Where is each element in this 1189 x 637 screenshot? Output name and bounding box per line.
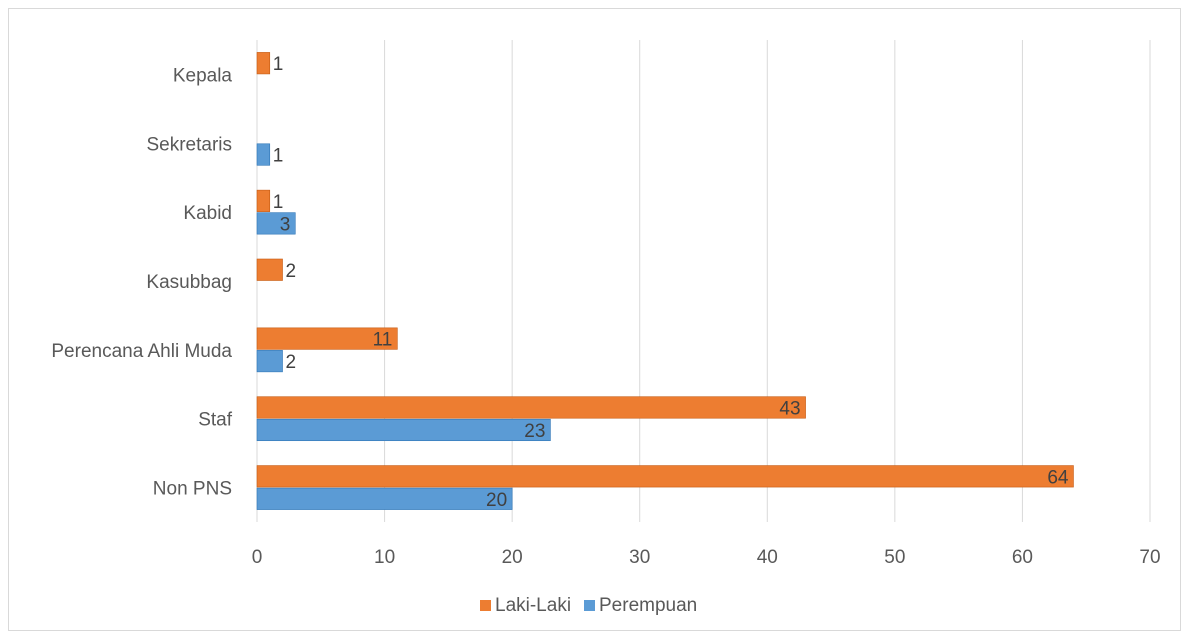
data-label: 2 — [286, 352, 297, 373]
bar-laki-laki — [256, 396, 806, 419]
x-tick-label: 50 — [884, 547, 905, 568]
data-label: 1 — [273, 54, 284, 75]
legend-label-perempuan: Perempuan — [599, 595, 697, 616]
legend-swatch-perempuan — [584, 600, 595, 611]
data-label: 23 — [524, 421, 545, 442]
x-tick-label: 60 — [1012, 547, 1033, 568]
data-label: 2 — [286, 261, 297, 282]
bar-laki-laki — [256, 465, 1074, 488]
category-label: Staf — [198, 410, 233, 431]
category-label: Kepala — [173, 65, 233, 86]
bar-laki-laki — [256, 52, 271, 75]
x-tick-label: 70 — [1139, 547, 1160, 568]
bar-perempuan — [256, 143, 271, 166]
category-label: Non PNS — [153, 479, 232, 500]
bar-laki-laki — [256, 189, 271, 212]
x-tick-label: 0 — [252, 547, 263, 568]
bar-laki-laki — [256, 327, 398, 350]
x-tick-label: 40 — [757, 547, 778, 568]
data-label: 64 — [1047, 467, 1069, 488]
legend-swatch-laki-laki — [480, 600, 491, 611]
category-label: Sekretaris — [146, 134, 232, 155]
bar-perempuan — [256, 487, 513, 510]
data-label: 3 — [280, 214, 291, 235]
category-label: Kabid — [183, 203, 232, 224]
bar-perempuan — [256, 212, 296, 235]
x-tick-label: 10 — [374, 547, 395, 568]
bar-perempuan — [256, 350, 283, 373]
data-label: 20 — [486, 490, 507, 511]
x-tick-label: 20 — [502, 547, 523, 568]
data-label: 1 — [273, 192, 284, 213]
bar-perempuan — [256, 418, 551, 442]
category-label: Perencana Ahli Muda — [51, 341, 232, 362]
data-label: 1 — [273, 146, 284, 167]
data-label: 43 — [779, 398, 800, 419]
chart-frame — [8, 8, 1181, 631]
bar-laki-laki — [256, 258, 283, 281]
category-label: Kasubbag — [146, 272, 232, 293]
x-tick-label: 30 — [629, 547, 650, 568]
data-label: 11 — [373, 330, 393, 351]
legend-label-laki-laki: Laki-Laki — [495, 595, 571, 616]
